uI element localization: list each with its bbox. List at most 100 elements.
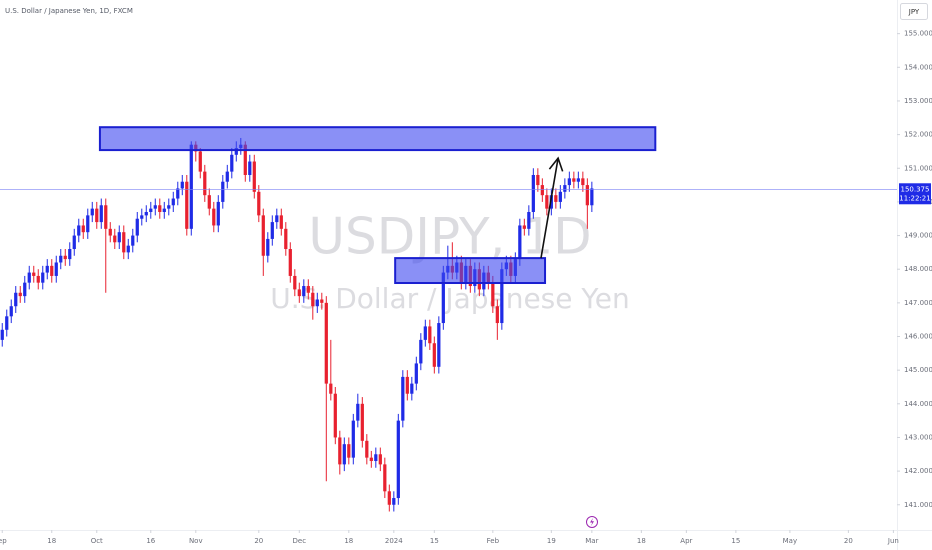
x-tick-label: Nov: [189, 537, 203, 545]
candle-body: [495, 306, 499, 324]
y-tick-label: 151.000: [904, 164, 932, 172]
candle-body: [5, 316, 9, 330]
y-tick-label: 147.000: [904, 299, 932, 307]
x-tick-label: Mar: [585, 537, 598, 545]
candle-body: [122, 232, 126, 253]
candle-body: [360, 403, 364, 441]
candle-body: [297, 289, 301, 297]
candle-body: [275, 215, 279, 223]
candle-body: [176, 188, 180, 199]
candle-body: [36, 275, 40, 283]
y-tick-label: 145.000: [904, 366, 932, 374]
candle-body: [432, 343, 436, 367]
candle-body: [32, 272, 36, 276]
candle-body: [315, 299, 319, 307]
candle-body: [72, 235, 76, 250]
alert-bolt[interactable]: [590, 518, 594, 526]
x-tick-label: 16: [146, 537, 155, 545]
candle-body: [14, 292, 18, 307]
candle-body: [428, 326, 432, 344]
candle-body: [554, 195, 558, 202]
candle-body: [333, 393, 337, 438]
candle-body: [410, 383, 414, 394]
candle-body: [90, 208, 94, 216]
arrow-head: [548, 156, 564, 172]
candle-body: [243, 144, 247, 175]
candle-body: [144, 212, 148, 216]
candle-body: [158, 205, 162, 212]
y-tick-label: 141.000: [904, 501, 932, 509]
candle-body: [378, 454, 382, 465]
x-tick-label: 18: [344, 537, 353, 545]
candle-body: [405, 376, 409, 394]
countdown-label: 11:22:21: [899, 194, 930, 202]
x-tick-label: 20: [844, 537, 853, 545]
candle-body: [225, 171, 229, 182]
candle-body: [585, 185, 589, 206]
candle-body: [50, 265, 54, 276]
candle-body: [18, 292, 22, 297]
candle-body: [221, 181, 225, 202]
x-tick-label: 18: [637, 537, 646, 545]
currency-label[interactable]: JPY: [908, 8, 920, 16]
x-tick-label: ep: [0, 537, 7, 545]
candle-body: [185, 181, 189, 229]
candle-body: [180, 181, 184, 189]
candle-body: [203, 171, 207, 196]
candle-body: [572, 178, 576, 182]
candle-body: [77, 225, 81, 236]
candle-body: [369, 457, 373, 462]
candle-body: [27, 272, 31, 283]
candle-body: [252, 161, 256, 192]
candle-body: [162, 208, 166, 212]
candle-body: [356, 403, 360, 421]
alert-icon[interactable]: [586, 516, 598, 528]
candle-body: [293, 275, 297, 290]
candle-body: [441, 272, 445, 324]
x-tick-label: 18: [47, 537, 56, 545]
candle-body: [216, 201, 220, 226]
candle-body: [68, 249, 72, 260]
x-tick-label: 2024: [385, 537, 403, 545]
candle-body: [306, 286, 310, 293]
candle-body: [266, 238, 270, 256]
x-tick-label: Dec: [293, 537, 307, 545]
y-tick-label: 149.000: [904, 232, 932, 240]
candle-body: [491, 282, 495, 307]
candle-body: [153, 205, 157, 209]
y-tick-label: 152.000: [904, 131, 932, 139]
candle-body: [522, 225, 526, 229]
candle-body: [423, 326, 427, 340]
candle-body: [302, 286, 306, 297]
x-tick-label: Feb: [487, 537, 500, 545]
candle-body: [288, 249, 292, 276]
x-tick-label: 19: [547, 537, 556, 545]
candle-body: [212, 208, 216, 226]
candle-body: [527, 212, 531, 229]
y-tick-label: 155.000: [904, 30, 932, 38]
watermark-subtitle: U.S. Dollar / Japanese Yen: [270, 282, 630, 315]
candle-body: [86, 215, 90, 233]
candle-body: [419, 339, 423, 364]
candle-body: [189, 144, 193, 229]
y-tick-label: 143.000: [904, 433, 932, 441]
candle-body: [0, 329, 4, 340]
candle-body: [320, 299, 324, 303]
candle-body: [531, 174, 535, 212]
candle-body: [99, 205, 103, 223]
candle-body: [140, 215, 144, 219]
candle-body: [149, 208, 153, 212]
candle-body: [9, 306, 13, 317]
candle-body: [207, 195, 211, 209]
candle-body: [279, 215, 283, 229]
currency-button[interactable]: [900, 3, 928, 20]
candle-body: [518, 225, 522, 260]
candle-body: [261, 215, 265, 256]
candle-body: [198, 151, 202, 172]
candle-body: [396, 420, 400, 499]
candle-body: [567, 178, 571, 186]
candle-body: [167, 205, 171, 209]
arrow-line: [540, 158, 559, 259]
